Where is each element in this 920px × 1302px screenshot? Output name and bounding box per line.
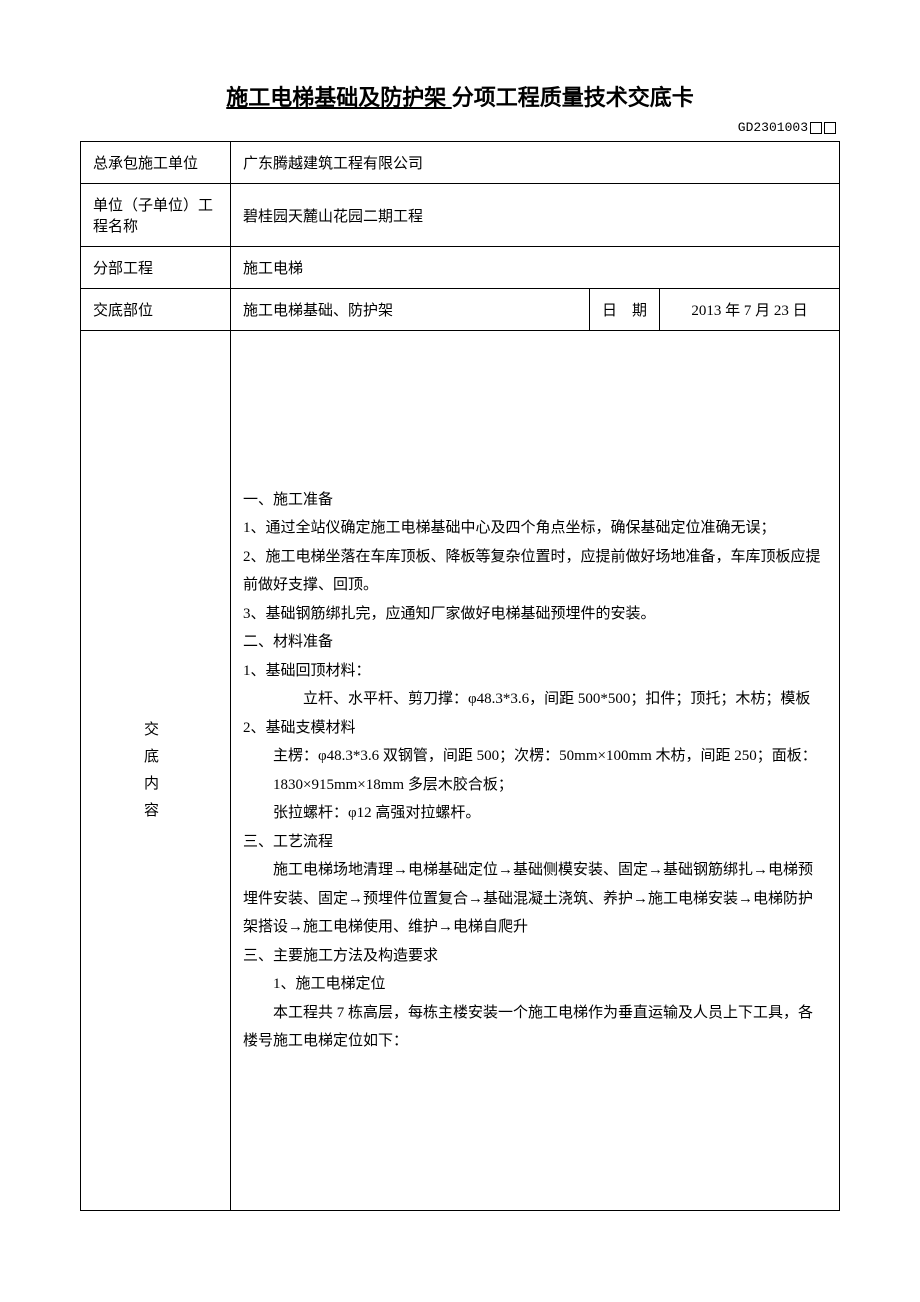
section-1-item-2: 2、施工电梯坐落在车库顶板、降板等复杂位置时，应提前做好场地准备，车库顶板应提前… [243, 543, 827, 600]
content-vertical-label: 交底内容 [81, 331, 231, 1211]
table-row: 交底部位 施工电梯基础、防护架 日 期 2013 年 7 月 23 日 [81, 289, 840, 331]
section-1-title: 一、施工准备 [243, 486, 827, 515]
title-underlined: 施工电梯基础及防护架 [226, 85, 452, 110]
contractor-value: 广东腾越建筑工程有限公司 [231, 142, 840, 184]
date-label: 日 期 [590, 289, 660, 331]
doc-code-text: GD2301003 [738, 120, 808, 135]
division-value: 施工电梯 [231, 247, 840, 289]
checkbox-icon [810, 122, 822, 134]
table-row: 总承包施工单位 广东腾越建筑工程有限公司 [81, 142, 840, 184]
section-2-item-2-body: 主楞：φ48.3*3.6 双钢管，间距 500；次楞：50mm×100mm 木枋… [243, 742, 827, 799]
section-3-body: 施工电梯场地清理→电梯基础定位→基础侧模安装、固定→基础钢筋绑扎→电梯预埋件安装… [243, 856, 827, 942]
table-row: 单位（子单位）工程名称 碧桂园天麓山花园二期工程 [81, 184, 840, 247]
main-table: 总承包施工单位 广东腾越建筑工程有限公司 单位（子单位）工程名称 碧桂园天麓山花… [80, 141, 840, 1211]
table-row: 分部工程 施工电梯 [81, 247, 840, 289]
handover-part-value: 施工电梯基础、防护架 [231, 289, 590, 331]
table-row-content: 交底内容 一、施工准备 1、通过全站仪确定施工电梯基础中心及四个角点坐标，确保基… [81, 331, 840, 1211]
section-3-title: 三、工艺流程 [243, 828, 827, 857]
document-code: GD2301003 [80, 120, 840, 135]
project-name-value: 碧桂园天麓山花园二期工程 [231, 184, 840, 247]
section-1-item-3: 3、基础钢筋绑扎完，应通知厂家做好电梯基础预埋件的安装。 [243, 600, 827, 629]
content-cell: 一、施工准备 1、通过全站仪确定施工电梯基础中心及四个角点坐标，确保基础定位准确… [231, 331, 840, 1211]
section-4-title: 三、主要施工方法及构造要求 [243, 942, 827, 971]
page-title: 施工电梯基础及防护架 分项工程质量技术交底卡 [226, 85, 694, 110]
checkbox-icon [824, 122, 836, 134]
handover-part-label: 交底部位 [81, 289, 231, 331]
date-value: 2013 年 7 月 23 日 [660, 289, 840, 331]
section-1-item-1: 1、通过全站仪确定施工电梯基础中心及四个角点坐标，确保基础定位准确无误； [243, 514, 827, 543]
section-4-item-1-head: 1、施工电梯定位 [243, 970, 827, 999]
division-label: 分部工程 [81, 247, 231, 289]
title-rest: 分项工程质量技术交底卡 [452, 85, 694, 110]
contractor-label: 总承包施工单位 [81, 142, 231, 184]
section-4-item-1-body: 本工程共 7 栋高层，每栋主楼安装一个施工电梯作为垂直运输及人员上下工具，各楼号… [243, 999, 827, 1056]
vertical-label-text: 交底内容 [93, 717, 218, 825]
section-2-item-1-head: 1、基础回顶材料： [243, 657, 827, 686]
section-2-title: 二、材料准备 [243, 628, 827, 657]
page-title-container: 施工电梯基础及防护架 分项工程质量技术交底卡 [80, 80, 840, 112]
section-2-item-2-head: 2、基础支模材料 [243, 714, 827, 743]
section-2-item-1-body: 立杆、水平杆、剪刀撑：φ48.3*3.6，间距 500*500；扣件；顶托；木枋… [243, 685, 827, 714]
section-2-item-2-body2: 张拉螺杆：φ12 高强对拉螺杆。 [243, 799, 827, 828]
project-name-label: 单位（子单位）工程名称 [81, 184, 231, 247]
